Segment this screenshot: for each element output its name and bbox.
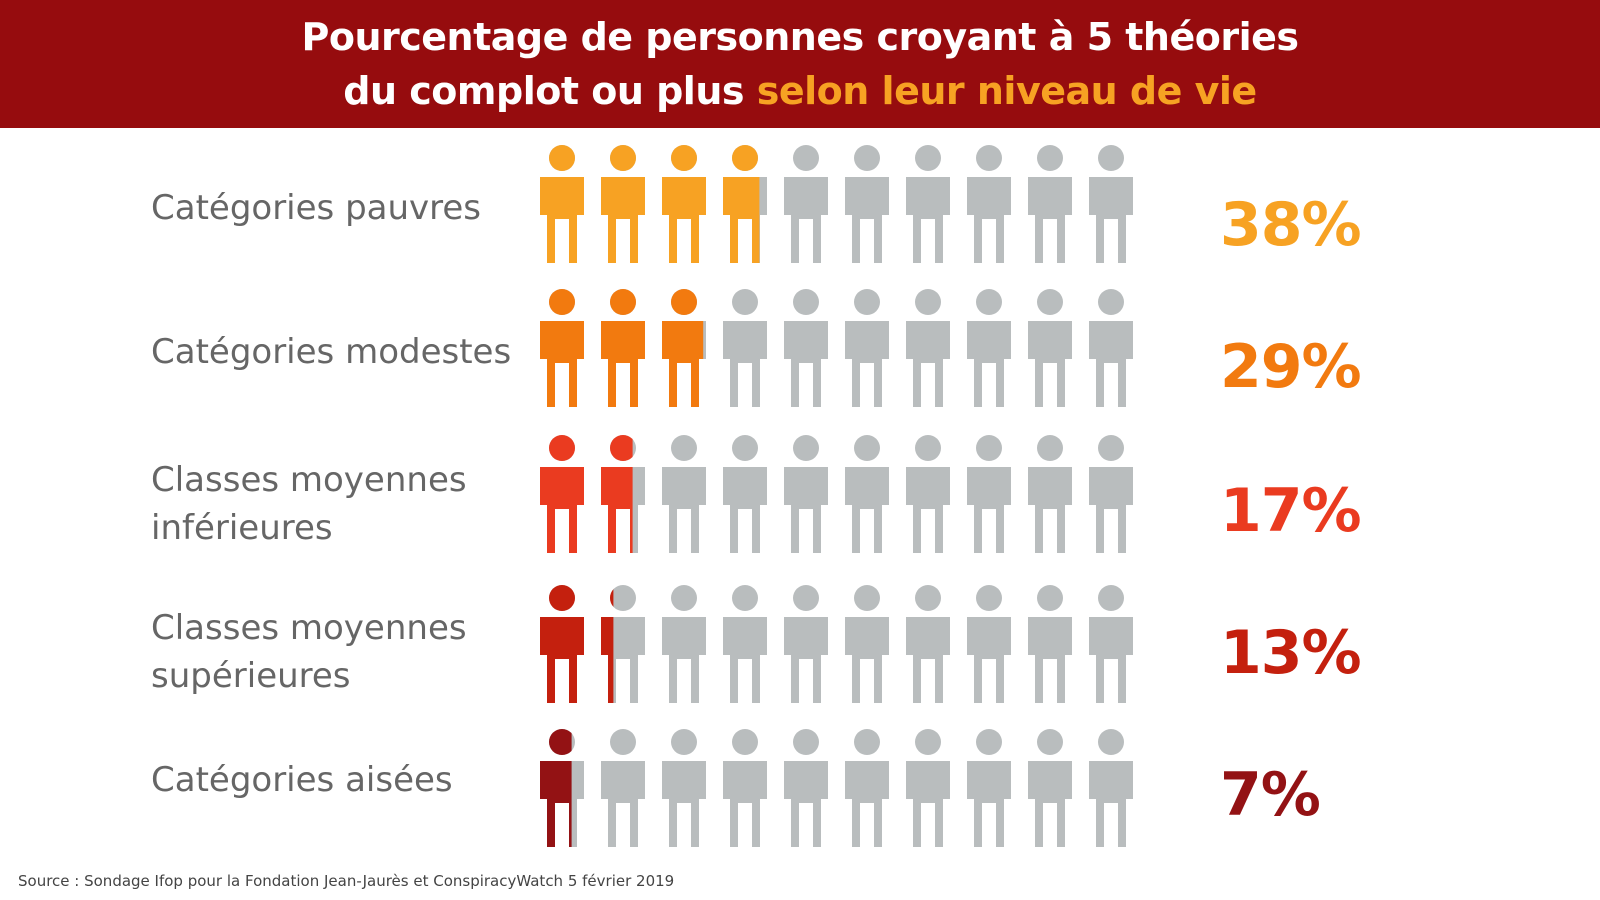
person-icon xyxy=(601,435,645,553)
header-banner: Pourcentage de personnes croyant à 5 thé… xyxy=(0,0,1600,128)
row-label: Catégories pauvres xyxy=(151,188,482,228)
person-icon xyxy=(662,289,706,407)
person-icon xyxy=(1089,585,1133,703)
person-icon xyxy=(1028,289,1072,407)
person-icon xyxy=(1028,729,1072,847)
person-icon xyxy=(1028,435,1072,553)
chart-title-line2-start: du complot ou plus xyxy=(343,69,757,113)
person-icon xyxy=(662,435,706,553)
person-icon xyxy=(662,585,706,703)
person-pictograph xyxy=(540,145,1133,263)
chart-title-highlight: selon leur niveau de vie xyxy=(756,69,1257,113)
person-icon xyxy=(967,585,1011,703)
person-icon xyxy=(784,585,828,703)
person-icon xyxy=(784,145,828,263)
person-icon-group xyxy=(538,144,1158,272)
person-icon xyxy=(540,145,584,263)
person-icon xyxy=(784,289,828,407)
person-icon xyxy=(967,729,1011,847)
person-icon xyxy=(845,145,889,263)
person-icon-group xyxy=(538,434,1158,562)
row-percentage: 13% xyxy=(1220,618,1362,688)
person-icon xyxy=(1089,729,1133,847)
person-icon xyxy=(784,729,828,847)
person-pictograph xyxy=(540,435,1133,553)
person-icon xyxy=(906,585,950,703)
person-icon xyxy=(906,435,950,553)
person-icon xyxy=(906,289,950,407)
chart-title-line1: Pourcentage de personnes croyant à 5 thé… xyxy=(301,15,1299,59)
person-icon xyxy=(967,145,1011,263)
person-icon xyxy=(662,729,706,847)
person-icon xyxy=(1089,289,1133,407)
person-icon xyxy=(723,729,767,847)
chart-title-line2: du complot ou plus selon leur niveau de … xyxy=(343,64,1257,118)
person-icon xyxy=(662,145,706,263)
person-icon xyxy=(967,289,1011,407)
person-pictograph xyxy=(540,585,1133,703)
person-icon xyxy=(845,435,889,553)
person-icon xyxy=(845,585,889,703)
person-icon xyxy=(845,729,889,847)
person-icon xyxy=(1089,145,1133,263)
person-icon xyxy=(723,435,767,553)
person-icon xyxy=(601,289,645,407)
row-percentage: 29% xyxy=(1220,332,1362,402)
person-icon xyxy=(601,729,645,847)
row-label: Classes moyennes supérieures xyxy=(151,608,467,696)
person-icon xyxy=(601,585,645,703)
pictograph-rows: Catégories pauvres 38% Catégories modest… xyxy=(0,128,1600,873)
person-pictograph xyxy=(540,289,1133,407)
person-pictograph xyxy=(540,729,1133,847)
person-icon xyxy=(1089,435,1133,553)
person-icon xyxy=(540,729,584,847)
person-icon xyxy=(845,289,889,407)
person-icon xyxy=(784,435,828,553)
row-label: Catégories aisées xyxy=(151,760,453,800)
person-icon xyxy=(1028,145,1072,263)
row-percentage: 17% xyxy=(1220,476,1362,546)
person-icon xyxy=(723,289,767,407)
person-icon xyxy=(723,585,767,703)
person-icon-group xyxy=(538,288,1158,416)
person-icon xyxy=(906,729,950,847)
person-icon xyxy=(540,585,584,703)
person-icon xyxy=(906,145,950,263)
person-icon-group xyxy=(538,728,1158,856)
person-icon xyxy=(601,145,645,263)
person-icon xyxy=(540,289,584,407)
row-label: Catégories modestes xyxy=(151,332,512,372)
person-icon xyxy=(723,145,767,263)
row-label: Classes moyennes inférieures xyxy=(151,460,467,548)
row-percentage: 38% xyxy=(1220,190,1362,260)
person-icon xyxy=(540,435,584,553)
person-icon xyxy=(967,435,1011,553)
person-icon-group xyxy=(538,584,1158,712)
person-icon xyxy=(1028,585,1072,703)
row-percentage: 7% xyxy=(1220,760,1321,830)
source-note: Source : Sondage Ifop pour la Fondation … xyxy=(18,872,675,890)
